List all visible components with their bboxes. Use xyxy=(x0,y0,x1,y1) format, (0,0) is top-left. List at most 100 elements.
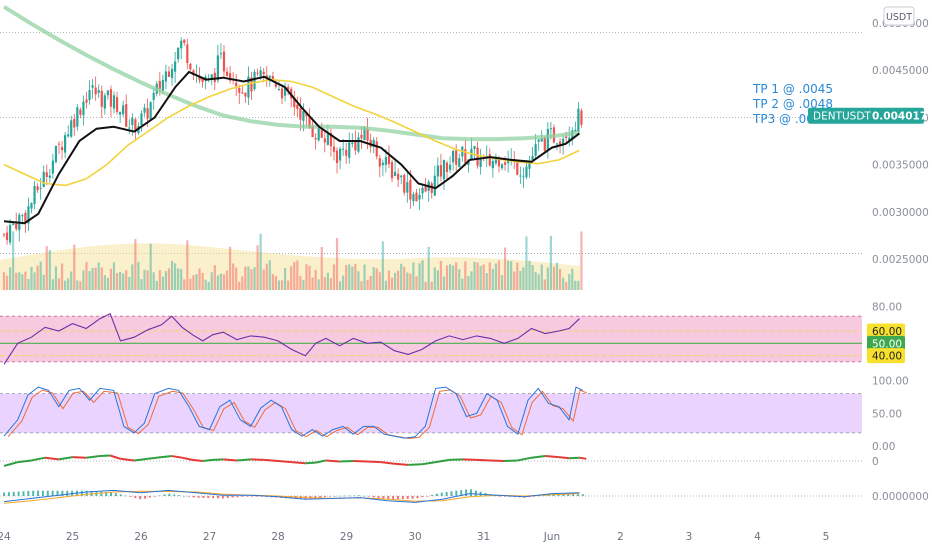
momentum-seg-43 xyxy=(545,455,559,459)
macd-hist-24 xyxy=(119,494,122,496)
volume-bar-138 xyxy=(424,281,427,290)
candle-body-107 xyxy=(329,133,333,147)
candle-body-65 xyxy=(201,78,204,82)
candle-body-91 xyxy=(280,88,284,99)
currency-button[interactable]: USDT xyxy=(883,6,915,26)
volume-bar-178 xyxy=(546,267,549,290)
macd-hist-20 xyxy=(100,491,103,496)
candle-body-25 xyxy=(79,109,82,115)
candle-body-90 xyxy=(277,88,281,90)
volume-bar-70 xyxy=(216,275,219,290)
volume-bar-100 xyxy=(308,265,311,290)
macd-hist-41 xyxy=(202,496,205,498)
candle-body-59 xyxy=(183,39,186,43)
volume-bar-154 xyxy=(473,261,476,290)
candle-body-141 xyxy=(433,175,436,196)
volume-bar-4 xyxy=(15,272,18,290)
volume-bar-82 xyxy=(253,267,256,290)
volume-bar-176 xyxy=(540,264,543,290)
macd-hist-67 xyxy=(328,496,331,497)
candle-body-0 xyxy=(2,234,6,236)
macd-hist-68 xyxy=(333,495,336,497)
momentum-seg-36 xyxy=(449,458,463,461)
volume-bar-95 xyxy=(293,262,296,290)
volume-bar-34 xyxy=(106,277,109,290)
volume-bar-175 xyxy=(537,274,540,290)
price-axis: 0.00500000.00450000.00400000.00350000.00… xyxy=(872,18,929,266)
volume-bar-149 xyxy=(458,269,461,290)
rsi-tick-80: 80.00 xyxy=(872,301,902,313)
candle-body-106 xyxy=(326,133,329,145)
candle-body-3 xyxy=(12,223,15,225)
candle-body-121 xyxy=(372,139,375,148)
macd-hist-79 xyxy=(387,496,390,500)
candle-body-137 xyxy=(421,187,424,194)
candle-body-179 xyxy=(549,128,553,130)
volume-bar-119 xyxy=(366,279,369,290)
time-tick-12: 5 xyxy=(823,531,830,543)
candle-body-170 xyxy=(522,176,525,178)
macd-hist-46 xyxy=(226,496,229,499)
volume-bar-55 xyxy=(170,260,174,290)
candle-body-129 xyxy=(397,173,400,180)
volume-bar-150 xyxy=(461,278,464,290)
momentum-seg-14 xyxy=(171,455,183,459)
candle-body-160 xyxy=(491,160,494,169)
stoch-d-line xyxy=(7,389,588,440)
rsi-level-tag-50 xyxy=(867,335,905,351)
candle-body-188 xyxy=(577,108,580,132)
volume-bar-183 xyxy=(562,277,565,290)
candle-body-163 xyxy=(500,164,504,169)
volume-bar-96 xyxy=(296,260,299,290)
macd-hist-102 xyxy=(499,496,502,497)
momentum-seg-9 xyxy=(109,454,121,460)
volume-bar-181 xyxy=(555,262,559,290)
candle-body-88 xyxy=(271,76,274,81)
candle-body-86 xyxy=(265,75,268,79)
candle-body-70 xyxy=(216,55,219,81)
volume-bar-129 xyxy=(397,270,400,290)
volume-bar-37 xyxy=(115,273,119,290)
volume-bar-7 xyxy=(24,271,27,290)
volume-bar-164 xyxy=(503,247,507,290)
rsi-line xyxy=(3,312,580,365)
stoch-band xyxy=(0,393,862,433)
momentum-seg-39 xyxy=(490,459,505,462)
tag-symbol: DENTUSDT xyxy=(813,111,871,123)
volume-bar-123 xyxy=(378,272,381,290)
volume-bar-171 xyxy=(525,236,528,290)
volume-bar-26 xyxy=(82,270,85,290)
momentum-seg-23 xyxy=(277,460,292,464)
volume-bar-140 xyxy=(430,281,433,290)
price-tick-5: 0.0025000 xyxy=(872,254,929,266)
candle-body-168 xyxy=(516,162,519,175)
candle-body-61 xyxy=(189,63,192,70)
volume-bar-91 xyxy=(280,280,284,290)
volume-bar-71 xyxy=(219,273,223,290)
macd-hist-119 xyxy=(581,494,584,496)
candle-body-102 xyxy=(314,138,317,140)
momentum-pane: 0 xyxy=(0,454,879,468)
macd-hist-27 xyxy=(134,496,137,499)
volume-bar-166 xyxy=(510,261,513,290)
candle-body-122 xyxy=(375,141,378,157)
candle-body-85 xyxy=(262,71,265,75)
volume-bar-11 xyxy=(36,265,39,290)
candle-body-119 xyxy=(366,128,369,141)
volume-bar-60 xyxy=(186,240,189,290)
candle-body-24 xyxy=(76,107,79,127)
macd-hist-82 xyxy=(401,496,404,500)
macd-hist-89 xyxy=(435,493,438,496)
stoch-tick-2: 0.00 xyxy=(872,441,895,453)
volume-bar-93 xyxy=(287,280,290,290)
candle-body-98 xyxy=(302,110,305,121)
candle-body-114 xyxy=(351,142,354,145)
time-tick-9: 2 xyxy=(617,531,624,543)
rsi-level-tag-40 xyxy=(867,348,905,364)
volume-bar-30 xyxy=(94,267,97,290)
momentum-seg-8 xyxy=(99,454,111,458)
candle-body-117 xyxy=(360,134,363,139)
candle-body-80 xyxy=(247,76,250,98)
